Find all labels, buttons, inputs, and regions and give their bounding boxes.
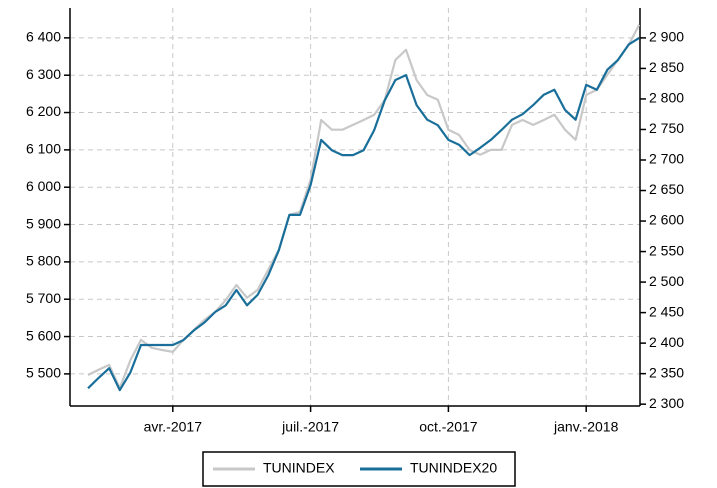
- y2-tick-label: 2 900: [649, 29, 684, 45]
- y-tick-label: 6 400: [26, 29, 61, 45]
- y2-tick-label: 2 800: [649, 90, 684, 106]
- y-tick-label: 5 900: [26, 215, 61, 231]
- x-tick-label: janv.-2018: [553, 419, 619, 435]
- legend-label: TUNINDEX20: [410, 460, 497, 476]
- y-tick-label: 5 700: [26, 290, 61, 306]
- y-tick-label: 6 200: [26, 103, 61, 119]
- y-tick-label: 5 800: [26, 253, 61, 269]
- x-tick-label: juil.-2017: [281, 419, 339, 435]
- y2-tick-label: 2 350: [649, 364, 684, 380]
- y2-tick-label: 2 400: [649, 334, 684, 350]
- y2-tick-label: 2 300: [649, 395, 684, 411]
- y-tick-label: 6 300: [26, 66, 61, 82]
- y-tick-label: 5 500: [26, 365, 61, 381]
- y2-tick-label: 2 850: [649, 59, 684, 75]
- y2-tick-label: 2 600: [649, 212, 684, 228]
- x-tick-label: oct.-2017: [419, 419, 478, 435]
- legend-label: TUNINDEX: [263, 460, 335, 476]
- x-tick-label: avr.-2017: [144, 419, 203, 435]
- series-line: [87, 36, 640, 392]
- y2-tick-label: 2 450: [649, 303, 684, 319]
- y2-tick-label: 2 500: [649, 273, 684, 289]
- y2-tick-label: 2 550: [649, 242, 684, 258]
- y-tick-label: 6 000: [26, 178, 61, 194]
- y2-tick-label: 2 650: [649, 181, 684, 197]
- y2-tick-label: 2 750: [649, 120, 684, 136]
- y-tick-label: 5 600: [26, 327, 61, 343]
- y-tick-label: 6 100: [26, 141, 61, 157]
- y2-tick-label: 2 700: [649, 151, 684, 167]
- series-line: [87, 24, 641, 390]
